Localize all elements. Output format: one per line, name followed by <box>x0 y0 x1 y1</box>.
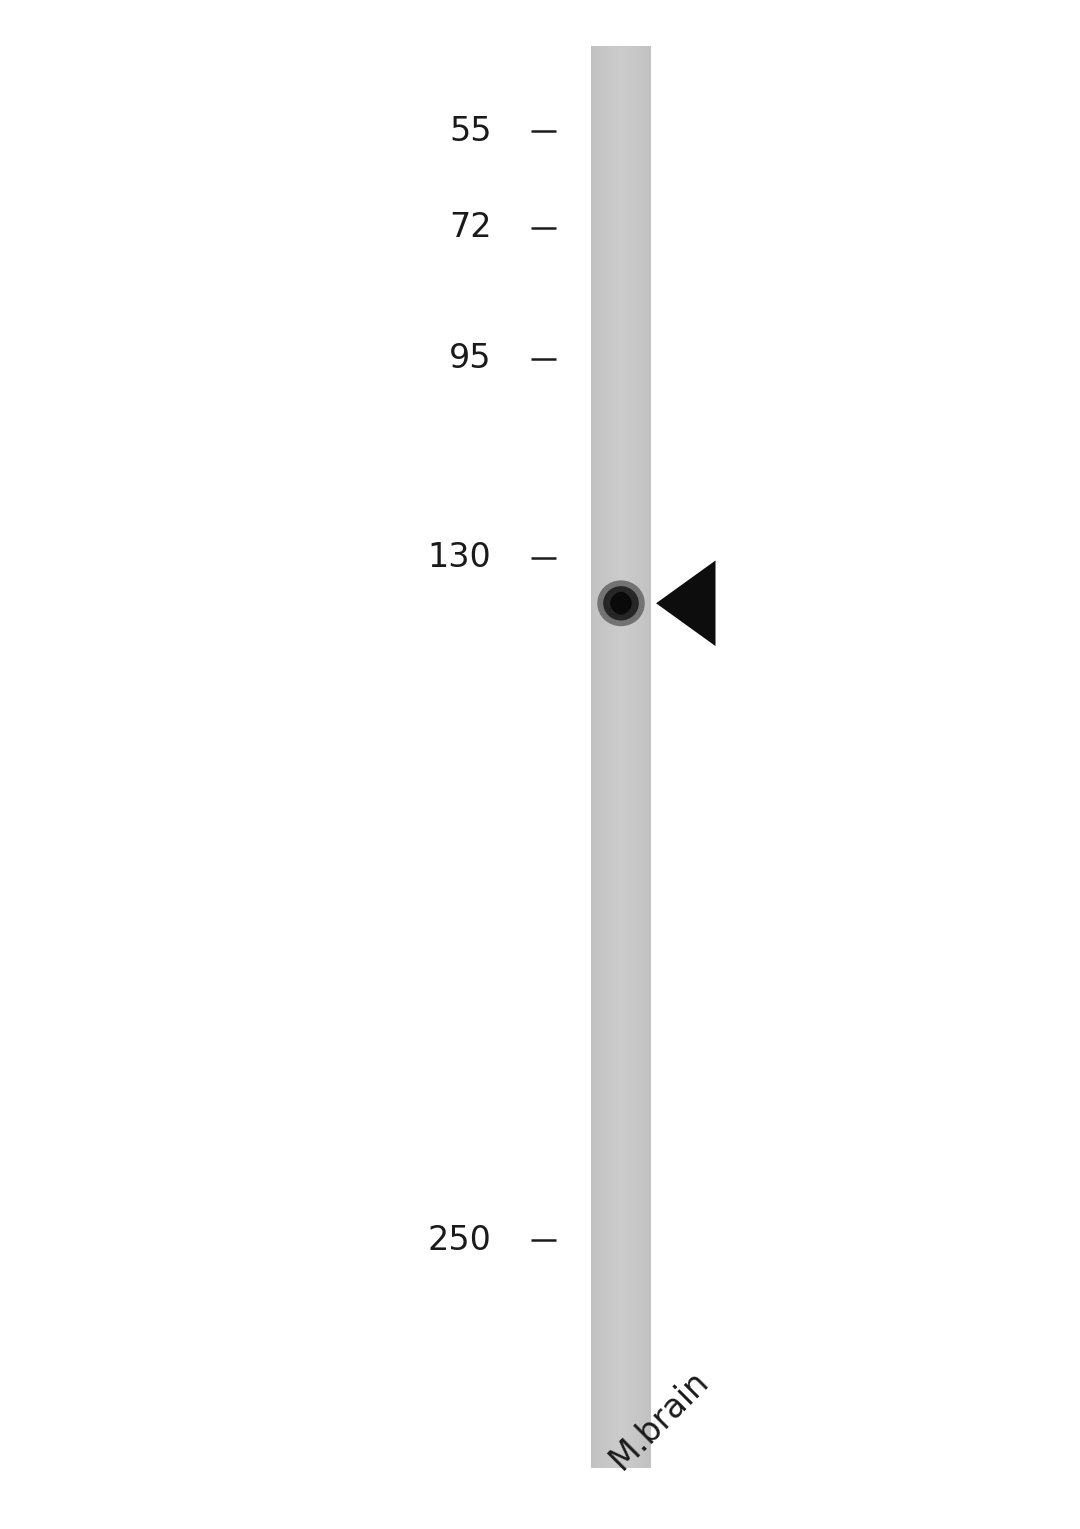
Ellipse shape <box>603 586 639 621</box>
Text: 72: 72 <box>449 211 491 245</box>
Text: 95: 95 <box>449 342 491 375</box>
Text: 130: 130 <box>428 541 491 575</box>
Bar <box>592 46 650 1468</box>
Text: 55: 55 <box>449 115 491 148</box>
Polygon shape <box>656 561 715 647</box>
Ellipse shape <box>611 592 631 615</box>
Ellipse shape <box>597 581 645 627</box>
Text: M.brain: M.brain <box>603 1364 715 1475</box>
Ellipse shape <box>610 593 632 613</box>
Text: 250: 250 <box>428 1223 491 1257</box>
